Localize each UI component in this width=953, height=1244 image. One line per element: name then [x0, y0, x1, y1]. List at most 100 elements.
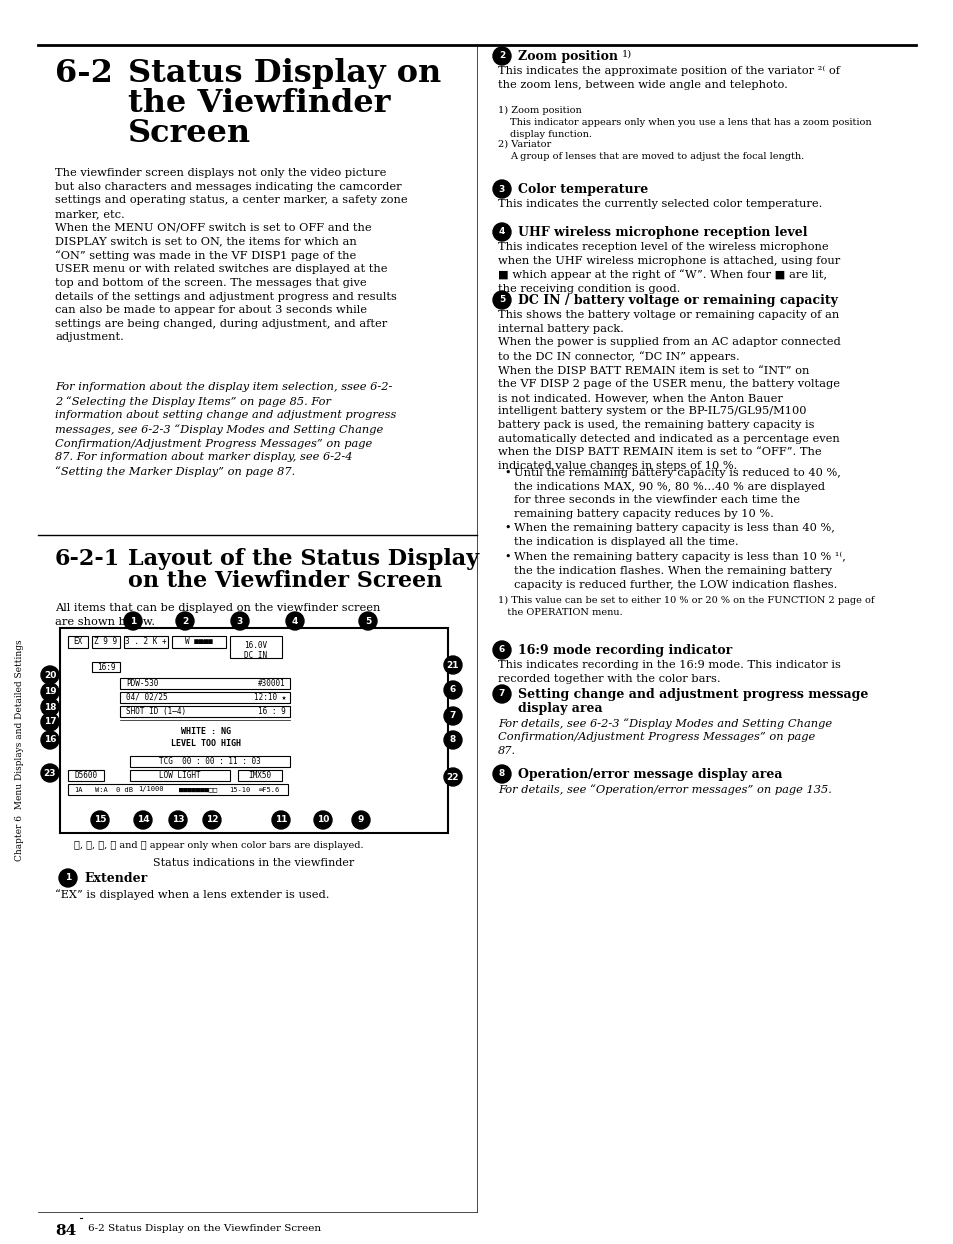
Text: Operation/error message display area: Operation/error message display area [517, 768, 781, 781]
Circle shape [41, 698, 59, 717]
Circle shape [124, 612, 142, 629]
Text: For information about the display item selection, ssee 6-2-
2 “Selecting the Dis: For information about the display item s… [55, 382, 395, 476]
Bar [130, 756, 290, 768]
Text: ∞F5.6: ∞F5.6 [259, 786, 280, 792]
Text: 5: 5 [364, 617, 371, 626]
Text: This shows the battery voltage or remaining capacity of an
internal battery pack: This shows the battery voltage or remain… [497, 310, 840, 470]
Text: 8: 8 [498, 770, 504, 779]
Text: 14: 14 [136, 816, 150, 825]
Text: WHITE : NG: WHITE : NG [181, 728, 231, 736]
Circle shape [203, 811, 221, 829]
Text: 16:9: 16:9 [96, 663, 115, 672]
Text: 1) This value can be set to either 10 % or 20 % on the FUNCTION 2 page of
   the: 1) This value can be set to either 10 % … [497, 596, 874, 617]
Text: A group of lenses that are moved to adjust the focal length.: A group of lenses that are moved to adju… [510, 152, 803, 160]
Circle shape [41, 683, 59, 702]
Text: This indicator appears only when you use a lens that has a zoom position
display: This indicator appears only when you use… [510, 118, 871, 139]
Text: 0 dB: 0 dB [116, 786, 133, 792]
Text: 04/ 02/25: 04/ 02/25 [126, 693, 168, 702]
Circle shape [169, 811, 187, 829]
Bar [60, 628, 448, 833]
Text: Extender: Extender [84, 872, 147, 884]
Text: Status indications in the viewfinder: Status indications in the viewfinder [153, 858, 355, 868]
Text: 1: 1 [65, 873, 71, 882]
Circle shape [443, 707, 461, 725]
Circle shape [443, 656, 461, 674]
Text: 18: 18 [44, 703, 56, 712]
Text: Chapter 6  Menu Displays and Detailed Settings: Chapter 6 Menu Displays and Detailed Set… [15, 639, 25, 861]
Text: 7: 7 [450, 712, 456, 720]
Text: PDW-530: PDW-530 [126, 679, 158, 688]
Circle shape [493, 765, 511, 782]
Text: 6-2 Status Display on the Viewfinder Screen: 6-2 Status Display on the Viewfinder Scr… [88, 1224, 321, 1233]
Text: 6: 6 [498, 646, 504, 654]
Text: Z 9 9: Z 9 9 [94, 637, 117, 647]
Text: TCG  00 : 00 : 11 : 03: TCG 00 : 00 : 11 : 03 [159, 758, 260, 766]
Text: 4: 4 [292, 617, 298, 626]
Text: 16: 16 [44, 735, 56, 744]
Text: This indicates the approximate position of the variator ²⁽ of
the zoom lens, bet: This indicates the approximate position … [497, 66, 840, 90]
Bar [124, 636, 168, 648]
Circle shape [41, 764, 59, 782]
Text: DC IN / battery voltage or remaining capacity: DC IN / battery voltage or remaining cap… [517, 294, 837, 307]
Text: 17: 17 [44, 718, 56, 726]
Text: EX: EX [73, 637, 83, 647]
Circle shape [352, 811, 370, 829]
Text: D5600: D5600 [74, 771, 97, 780]
Text: on the Viewfinder Screen: on the Viewfinder Screen [128, 570, 442, 592]
Text: 6: 6 [450, 685, 456, 694]
Text: This indicates the currently selected color temperature.: This indicates the currently selected co… [497, 199, 821, 209]
Circle shape [314, 811, 332, 829]
Circle shape [286, 612, 304, 629]
Text: ❶, ❷, ❸, ❹ and ❼ appear only when color bars are displayed.: ❶, ❷, ❸, ❹ and ❼ appear only when color … [74, 841, 363, 850]
Text: W ■■■■: W ■■■■ [185, 637, 213, 647]
Text: 8: 8 [450, 735, 456, 744]
Text: 9: 9 [357, 816, 364, 825]
Text: •: • [503, 522, 510, 532]
Text: For details, see 6-2-3 “Display Modes and Setting Change
Confirmation/Adjustment: For details, see 6-2-3 “Display Modes an… [497, 718, 831, 756]
Text: 12:10 ★: 12:10 ★ [253, 693, 286, 702]
Circle shape [358, 612, 376, 629]
Bar [172, 636, 226, 648]
Bar [68, 636, 88, 648]
Text: ■■■■■■■□□: ■■■■■■■□□ [178, 786, 217, 792]
Text: 2: 2 [182, 617, 188, 626]
Circle shape [41, 713, 59, 731]
Text: 84: 84 [55, 1224, 76, 1238]
Text: 2) Variator: 2) Variator [497, 141, 551, 149]
Circle shape [272, 811, 290, 829]
Text: 1): 1) [621, 50, 632, 58]
Text: 22: 22 [446, 773, 458, 781]
Circle shape [91, 811, 109, 829]
Text: 1A: 1A [73, 786, 82, 792]
Circle shape [59, 870, 77, 887]
Text: 16.0V: 16.0V [244, 641, 267, 649]
Text: When the remaining battery capacity is less than 40 %,
the indication is display: When the remaining battery capacity is l… [514, 522, 834, 546]
Text: 1/1000: 1/1000 [138, 786, 164, 792]
Text: 7: 7 [498, 689, 505, 698]
Text: Color temperature: Color temperature [517, 183, 648, 197]
Circle shape [231, 612, 249, 629]
Text: 6-2: 6-2 [55, 58, 112, 90]
Circle shape [133, 811, 152, 829]
Text: 4: 4 [498, 228, 505, 236]
Text: When the remaining battery capacity is less than 10 % ¹⁽,
the the indication fla: When the remaining battery capacity is l… [514, 552, 845, 590]
Text: The viewfinder screen displays not only the video picture
but also characters an: The viewfinder screen displays not only … [55, 168, 407, 342]
Circle shape [493, 685, 511, 703]
Text: All items that can be displayed on the viewfinder screen
are shown below.: All items that can be displayed on the v… [55, 603, 380, 627]
Bar [230, 636, 282, 658]
Text: Zoom position: Zoom position [517, 50, 618, 63]
Circle shape [443, 680, 461, 699]
Bar [91, 662, 120, 672]
Bar [237, 770, 282, 781]
Circle shape [493, 291, 511, 309]
Text: 10: 10 [316, 816, 329, 825]
Text: UHF wireless microphone reception level: UHF wireless microphone reception level [517, 226, 806, 239]
Text: Status Display on: Status Display on [128, 58, 441, 90]
Text: 12: 12 [206, 816, 218, 825]
Bar [68, 784, 288, 795]
Text: 23: 23 [44, 769, 56, 778]
Text: LEVEL TOO HIGH: LEVEL TOO HIGH [171, 739, 241, 749]
Text: Layout of the Status Display: Layout of the Status Display [128, 549, 478, 570]
Text: Screen: Screen [128, 118, 251, 149]
Text: 13: 13 [172, 816, 184, 825]
